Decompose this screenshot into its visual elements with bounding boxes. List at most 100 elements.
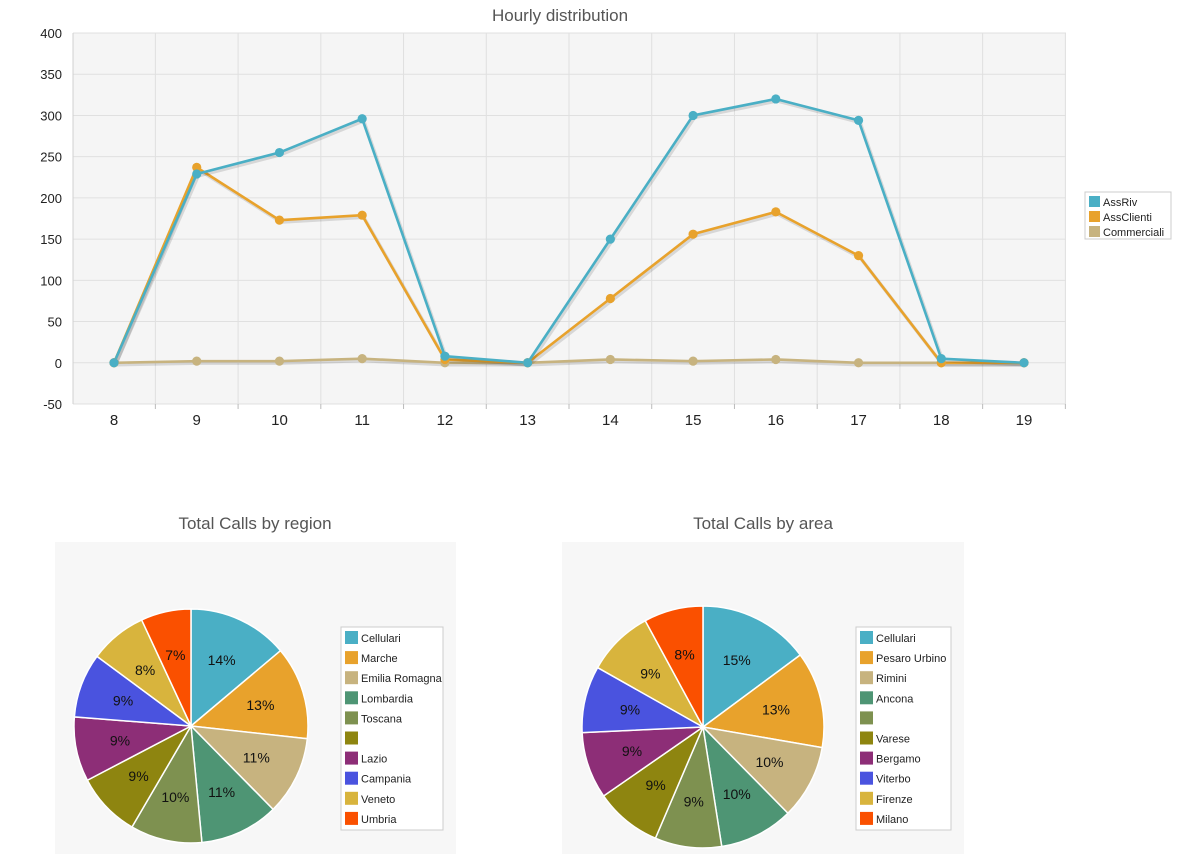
data-point-assclienti[interactable] [192,162,202,172]
data-point-assriv[interactable] [936,354,946,364]
data-point-commerciali[interactable] [274,356,285,366]
legend-swatch [860,791,873,805]
data-point-commerciali[interactable] [771,354,781,365]
series-line-assriv [112,97,1025,365]
pie-slice-label: 14% [208,652,236,668]
legend-item[interactable]: Toscana [361,713,403,725]
legend-swatch [1089,196,1100,207]
area-legend[interactable]: Cellulari Pesaro Urbino Rimini Ancona Varese… [855,626,952,831]
data-point-assriv[interactable] [1019,358,1029,368]
x-tick-label: 19 [1016,412,1033,429]
data-point-assriv[interactable] [357,114,367,124]
pie-slice[interactable] [190,608,282,728]
pie-slice-label: 9% [110,733,130,749]
legend-swatch [345,791,358,805]
data-point-assriv[interactable] [523,358,533,368]
data-point-commerciali[interactable] [192,356,202,366]
legend-item[interactable]: Umbria [361,814,397,826]
x-tick-label: 14 [602,412,619,429]
legend-swatch [1089,226,1100,237]
pie-slice[interactable] [189,649,309,740]
legend-item[interactable]: Veneto [361,794,395,806]
pie-slice-label: 11% [243,750,270,766]
legend-swatch [345,671,358,685]
data-point-assriv[interactable] [192,169,202,179]
y-tick-label: 150 [40,232,62,247]
series-line-commerciali [113,357,1024,365]
data-point-assclienti[interactable] [771,207,781,217]
data-point-assclienti[interactable] [688,229,698,239]
legend-item[interactable]: Emilia Romagna [361,673,443,685]
pie-slice[interactable] [701,724,789,848]
chart-title: Total Calls by region [178,514,331,533]
data-point-assclienti[interactable] [274,215,285,225]
data-point-assriv[interactable] [109,358,119,368]
data-point-commerciali[interactable] [688,356,698,366]
pie-slice[interactable] [130,723,203,844]
calls-by-region-chart: Total Calls by region 14% 13% 11% 11% 10% 9% 9… [55,514,456,854]
pie-slice[interactable] [190,723,275,844]
x-tick-label: 16 [767,412,784,429]
data-point-commerciali[interactable] [357,354,367,364]
pie-slice[interactable] [188,725,309,811]
legend-swatch [345,811,358,825]
pie-slice[interactable] [140,608,192,727]
legend-item-commerciali[interactable]: Commerciali [1103,227,1164,239]
legend-swatch [860,651,873,665]
legend-item[interactable]: Pesaro Urbino [876,653,946,665]
legend-swatch [860,751,873,765]
legend-item[interactable]: Cellulari [876,633,916,645]
x-tick-label: 13 [519,412,536,429]
pie-slice[interactable] [700,725,824,815]
y-tick-label: 50 [48,315,62,330]
data-point-assriv[interactable] [440,351,450,361]
chart-title: Total Calls by area [693,514,833,533]
hourly-distribution-chart: Hourly distribution -50 0 50 100 150 200 250 30… [40,6,1172,429]
x-tick-label: 9 [193,412,201,429]
data-point-assriv[interactable] [771,94,781,104]
pie-slice[interactable] [644,605,704,728]
legend-swatch [860,691,873,705]
data-point-assclienti[interactable] [853,251,864,261]
legend-item[interactable]: Bergamo [876,754,921,766]
pie-slice[interactable] [702,605,802,729]
data-point-assriv[interactable] [853,115,864,125]
legend-item[interactable]: Marche [361,653,398,665]
data-point-assriv[interactable] [605,234,615,244]
pie-slice-label: 9% [622,743,642,759]
legend-item-assclienti[interactable]: AssClienti [1103,212,1152,224]
legend-item[interactable]: Cellulari [361,633,401,645]
legend-item[interactable]: Varese [876,734,910,746]
legend-swatch [345,751,358,765]
legend-item[interactable]: Rimini [876,673,907,685]
x-tick-label: 18 [933,412,950,429]
pie-slice-label: 8% [135,662,155,678]
legend-item[interactable]: Lazio [361,754,387,766]
region-legend[interactable]: Cellulari Marche Emilia Romagna Lombardia To… [340,626,444,831]
pie-slice-label: 8% [674,646,694,662]
data-point-commerciali[interactable] [853,358,864,368]
legend-item[interactable]: Ancona [876,693,914,705]
data-point-commerciali[interactable] [605,354,615,365]
data-point-assriv[interactable] [688,110,698,121]
calls-by-area-chart: Total Calls by area 15% 13% 10%10% 9% 9% 9% 9%… [562,514,964,854]
legend-item[interactable]: Firenze [876,794,913,806]
pie-slice[interactable] [701,653,825,749]
legend-item[interactable]: Viterbo [876,774,911,786]
line-chart-legend[interactable]: AssRiv AssClienti Commerciali [1084,191,1172,240]
legend-swatch [345,711,358,725]
legend-swatch [860,731,873,745]
y-tick-label: 300 [40,108,62,123]
legend-item[interactable]: Lombardia [361,693,414,705]
legend-item-assriv[interactable]: AssRiv [1103,197,1138,209]
pie-slice-label: 13% [246,697,274,713]
legend-item[interactable]: Campania [361,774,412,786]
pie-slice-label: 15% [723,652,751,668]
data-point-assclienti[interactable] [357,210,367,220]
legend-item[interactable]: Milano [876,814,908,826]
data-point-assclienti[interactable] [605,293,615,304]
y-tick-label: 250 [40,150,62,165]
legend-swatch [345,771,358,785]
data-point-assriv[interactable] [274,147,285,158]
